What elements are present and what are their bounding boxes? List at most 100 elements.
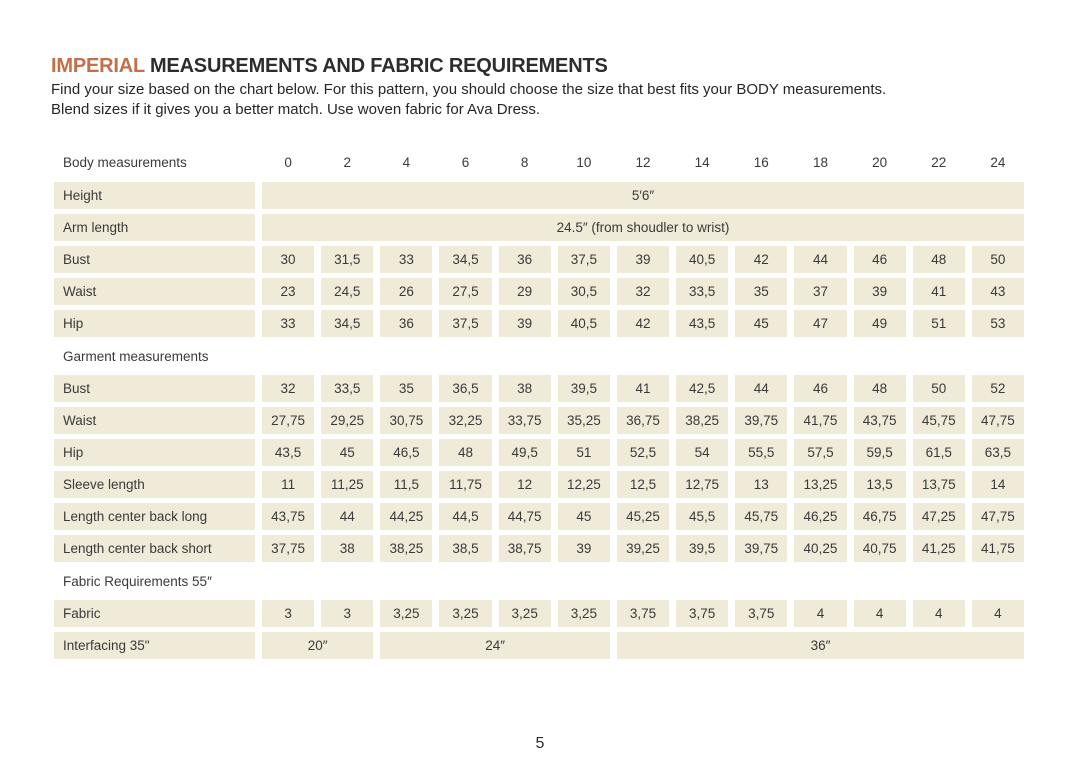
row-label: Bust	[54, 375, 255, 402]
table-cell: 24,5	[321, 278, 374, 305]
table-cell: 3,25	[557, 600, 610, 627]
table-cell: 35	[380, 375, 433, 402]
table-cell: 31,5	[321, 246, 374, 273]
table-cell: 32	[616, 278, 670, 305]
table-cell: 12,25	[557, 471, 610, 498]
table-cell: 37,5	[557, 246, 610, 273]
table-cell: 33	[380, 246, 433, 273]
table-cell: 4	[912, 600, 965, 627]
table-cell: 48	[439, 439, 492, 466]
table-cell: 37,5	[439, 310, 492, 337]
table-cell: 11,75	[439, 471, 492, 498]
table-cell: 29,25	[321, 407, 374, 434]
table-cell: 3	[321, 600, 374, 627]
table-cell: 45,5	[676, 503, 729, 530]
table-cell: 3,25	[380, 600, 433, 627]
row-label: Waist	[54, 278, 255, 305]
table-span-cell: 24″	[380, 632, 610, 659]
title-rest: MEASUREMENTS AND FABRIC REQUIREMENTS	[144, 55, 608, 77]
table-cell: 37	[794, 278, 847, 305]
table-cell: 36	[498, 246, 551, 273]
size-column-header: 8	[520, 154, 529, 170]
table-cell: 13,75	[912, 471, 965, 498]
row-label: Length center back long	[54, 503, 255, 530]
size-chart-table: Body measurements 0 2 4 6 8 10 12 14 16 18 20 22 24 He…	[54, 147, 1024, 659]
table-cell: 47,75	[971, 407, 1024, 434]
table-cell: 45,25	[616, 503, 670, 530]
table-cell: 47,25	[912, 503, 965, 530]
table-cell: 30	[262, 246, 315, 273]
table-cell: 38,25	[676, 407, 729, 434]
row-label: Sleeve length	[54, 471, 255, 498]
table-cell: 23	[262, 278, 315, 305]
table-cell: 40,5	[676, 246, 729, 273]
row-label: Interfacing 35"	[54, 632, 255, 659]
table-cell: 45	[321, 439, 374, 466]
table-cell: 53	[971, 310, 1024, 337]
table-cell: 39	[498, 310, 551, 337]
table-span-cell: 5′6″	[262, 182, 1024, 209]
table-cell: 11	[262, 471, 315, 498]
table-cell: 44	[735, 375, 788, 402]
table-cell: 35,25	[557, 407, 610, 434]
table-cell: 3,75	[735, 600, 788, 627]
table-cell: 36,75	[616, 407, 670, 434]
table-cell: 44	[794, 246, 847, 273]
table-cell: 41	[616, 375, 670, 402]
size-column-header: 18	[812, 154, 828, 170]
table-cell: 45	[557, 503, 610, 530]
table-cell: 3,75	[676, 600, 729, 627]
table-cell: 47,75	[971, 503, 1024, 530]
section-header: Fabric Requirements 55″	[63, 573, 212, 589]
size-column-header: 4	[402, 154, 411, 170]
page-number: 5	[535, 735, 545, 752]
table-cell: 32	[262, 375, 315, 402]
row-label: Waist	[54, 407, 255, 434]
page-title: IMPERIAL MEASUREMENTS AND FABRIC REQUIRE…	[51, 55, 608, 78]
size-column-header: 24	[990, 154, 1006, 170]
table-cell: 33,5	[676, 278, 729, 305]
table-cell: 55,5	[735, 439, 788, 466]
size-column-header: 16	[753, 154, 769, 170]
table-cell: 41,75	[971, 535, 1024, 562]
table-cell: 3,25	[498, 600, 551, 627]
table-cell: 46	[853, 246, 906, 273]
table-cell: 44,25	[380, 503, 433, 530]
table-cell: 35	[735, 278, 788, 305]
table-cell: 40,25	[794, 535, 847, 562]
size-column-header: 0	[284, 154, 292, 170]
column-header-body-measurements: Body measurements	[63, 154, 187, 170]
table-cell: 43,5	[262, 439, 315, 466]
intro-line-2: Blend sizes if it gives you a better mat…	[51, 100, 541, 118]
row-label: Fabric	[54, 600, 255, 627]
table-cell: 54	[676, 439, 729, 466]
table-cell: 57,5	[794, 439, 847, 466]
table-cell: 39	[616, 246, 670, 273]
size-column-header: 6	[461, 154, 470, 170]
table-cell: 13,5	[853, 471, 906, 498]
table-cell: 50	[971, 246, 1024, 273]
table-cell: 63,5	[971, 439, 1024, 466]
table-cell: 42	[616, 310, 670, 337]
table-cell: 59,5	[853, 439, 906, 466]
table-cell: 33,5	[321, 375, 374, 402]
table-cell: 61,5	[912, 439, 965, 466]
table-cell: 13,25	[794, 471, 847, 498]
row-label: Hip	[54, 439, 255, 466]
row-label: Bust	[54, 246, 255, 273]
table-cell: 40,75	[853, 535, 906, 562]
table-cell: 38,5	[439, 535, 492, 562]
table-cell: 34,5	[321, 310, 374, 337]
table-cell: 39,25	[616, 535, 670, 562]
intro-text: Find your size based on the chart below.…	[51, 80, 886, 119]
table-cell: 33	[262, 310, 315, 337]
table-cell: 30,75	[380, 407, 433, 434]
table-span-cell: 36″	[616, 632, 1024, 659]
table-cell: 11,5	[380, 471, 433, 498]
table-cell: 40,5	[557, 310, 610, 337]
table-cell: 43,5	[676, 310, 729, 337]
table-cell: 52	[971, 375, 1024, 402]
table-cell: 50	[912, 375, 965, 402]
table-cell: 41,25	[912, 535, 965, 562]
